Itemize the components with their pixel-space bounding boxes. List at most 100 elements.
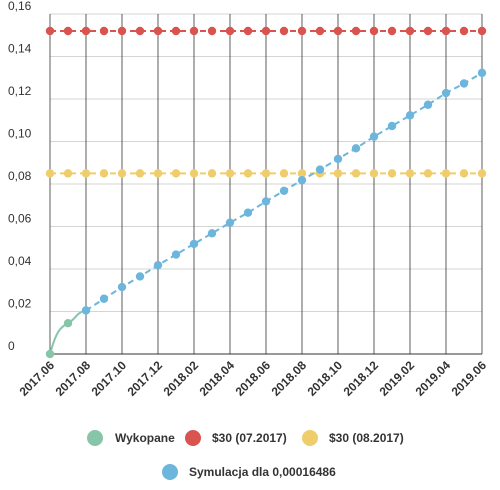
data-point — [171, 26, 181, 36]
y-tick-label: 0,12 — [8, 84, 32, 98]
x-tick-label: 2018.06 — [233, 358, 274, 399]
data-point — [189, 26, 199, 36]
chart-grid — [49, 13, 483, 355]
data-point — [225, 26, 235, 36]
data-point — [315, 26, 325, 36]
x-tick-label: 2017.06 — [17, 358, 58, 399]
y-tick-label: 0,04 — [8, 254, 32, 268]
data-point — [405, 169, 415, 178]
y-tick-label: 0,14 — [8, 42, 32, 56]
data-point — [333, 169, 343, 178]
x-tick-label: 2019.06 — [449, 358, 490, 399]
data-point — [153, 260, 163, 270]
data-point — [135, 169, 145, 178]
data-point — [279, 26, 289, 36]
x-tick-label: 2017.12 — [125, 358, 166, 399]
y-tick-label: 0,06 — [8, 212, 32, 226]
data-point — [99, 169, 109, 178]
data-point — [315, 165, 325, 174]
data-point — [207, 26, 217, 36]
data-point — [297, 169, 307, 178]
data-point — [441, 169, 451, 178]
series-group — [45, 306, 91, 359]
data-point — [387, 26, 397, 36]
data-point — [171, 250, 181, 259]
data-point — [441, 26, 451, 36]
legend-item[interactable]: $30 (07.2017) — [185, 430, 287, 446]
data-point — [387, 121, 397, 131]
x-axis-ticks: 2017.062017.082017.102017.122018.022018.… — [17, 358, 490, 399]
legend-item[interactable]: Symulacja dla 0,00016486 — [162, 464, 336, 480]
x-tick-label: 2018.12 — [341, 358, 382, 399]
data-point — [477, 169, 487, 178]
data-point — [117, 169, 127, 178]
data-point — [477, 26, 487, 36]
y-tick-label: 0,16 — [8, 0, 32, 13]
series-group — [45, 26, 487, 36]
data-point — [333, 154, 343, 164]
data-point — [261, 26, 271, 36]
data-point — [387, 169, 397, 178]
y-tick-label: 0 — [8, 339, 15, 353]
legend-label: $30 (08.2017) — [329, 431, 404, 445]
data-point — [81, 306, 91, 315]
series-line — [49, 309, 87, 355]
data-point — [189, 169, 199, 178]
data-point — [279, 186, 289, 195]
data-point — [117, 282, 127, 292]
data-point — [423, 169, 433, 178]
x-tick-label: 2017.08 — [53, 358, 94, 399]
x-tick-label: 2019.02 — [377, 358, 418, 399]
legend-marker — [87, 430, 103, 446]
data-point — [153, 169, 163, 178]
data-point — [135, 272, 145, 281]
data-point — [243, 169, 253, 178]
data-point — [81, 169, 91, 178]
data-point — [459, 79, 469, 88]
data-point — [405, 111, 415, 120]
chart-legend[interactable]: Wykopane $30 (07.2017) $30 (08.2017) Symula… — [87, 430, 404, 480]
data-point — [135, 26, 145, 36]
x-tick-label: 2018.02 — [161, 358, 202, 399]
data-point — [369, 26, 379, 36]
legend-label: $30 (07.2017) — [212, 431, 287, 445]
x-tick-label: 2019.04 — [413, 358, 454, 399]
chart-series — [45, 26, 487, 359]
data-point — [459, 169, 469, 178]
data-point — [45, 26, 55, 36]
data-point — [297, 26, 307, 36]
y-tick-label: 0,08 — [8, 169, 32, 183]
legend-marker — [185, 430, 201, 446]
data-point — [477, 68, 487, 78]
data-point — [441, 88, 451, 98]
x-tick-label: 2018.08 — [269, 358, 310, 399]
data-point — [333, 26, 343, 36]
data-point — [117, 26, 127, 36]
series-group — [81, 68, 487, 315]
legend-label: Wykopane — [115, 431, 175, 445]
legend-label: Symulacja dla 0,00016486 — [189, 465, 336, 479]
data-point — [279, 169, 289, 178]
data-point — [225, 169, 235, 178]
x-tick-label: 2017.10 — [89, 358, 130, 399]
y-axis-ticks: 0 0,02 0,04 0,06 0,08 0,10 0,12 0,14 0,16 — [8, 0, 32, 353]
data-point — [99, 294, 109, 303]
data-point — [63, 169, 73, 178]
x-tick-label: 2018.04 — [197, 358, 238, 399]
legend-item[interactable]: $30 (08.2017) — [302, 430, 404, 446]
data-point — [243, 208, 253, 217]
data-point — [369, 169, 379, 178]
data-point — [261, 169, 271, 178]
data-point — [369, 132, 379, 141]
data-point — [81, 26, 91, 36]
data-point — [405, 26, 415, 36]
data-point — [351, 169, 361, 178]
y-tick-label: 0,02 — [8, 297, 32, 311]
legend-item[interactable]: Wykopane — [87, 430, 175, 446]
data-point — [207, 229, 217, 238]
data-point — [423, 26, 433, 36]
data-point — [45, 169, 55, 178]
data-point — [99, 26, 109, 36]
data-point — [297, 175, 307, 185]
x-tick-label: 2018.10 — [305, 358, 346, 399]
